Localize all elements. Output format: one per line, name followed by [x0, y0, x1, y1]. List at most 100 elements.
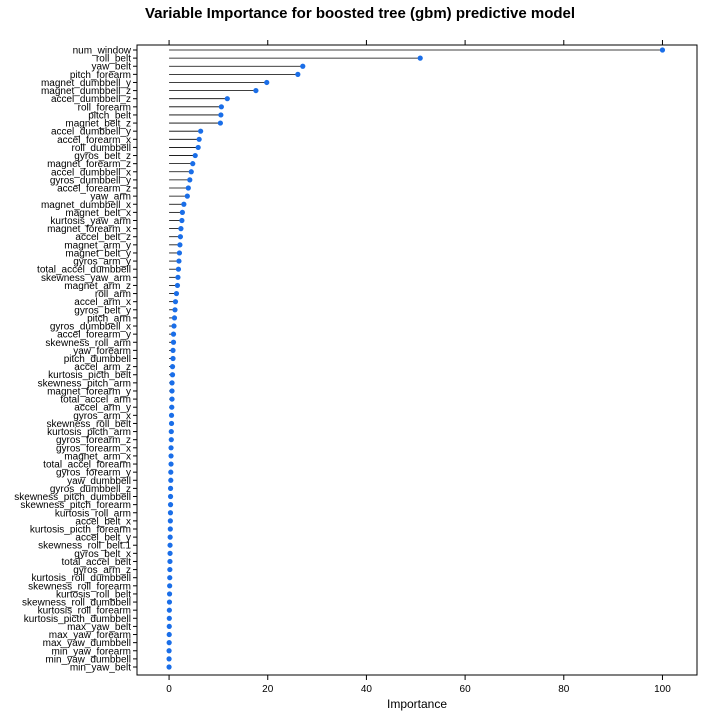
y-label-kurtosis_yaw_arm: kurtosis_yaw_arm: [50, 216, 131, 227]
y-label-magnet_forearm_z: magnet_forearm_z: [47, 159, 131, 170]
y-label-kurtosis_roll_belt: kurtosis_roll_belt: [56, 589, 131, 600]
y-label-accel_belt_x: accel_belt_x: [75, 516, 131, 527]
y-label-skewness_yaw_arm: skewness_yaw_arm: [41, 273, 131, 284]
point-accel_arm_x: [172, 299, 179, 305]
point-pitch_belt: [218, 112, 224, 118]
y-label-roll_forearm: roll_forearm: [78, 102, 131, 113]
y-label-skewness_pitch_forearm: skewness_pitch_forearm: [20, 500, 131, 511]
point-gyros_forearm_x: [168, 445, 174, 451]
x-axis-ticks: 0 20 40 60 80 100: [166, 40, 671, 695]
y-label-accel_arm_y: accel_arm_y: [74, 403, 131, 414]
point-roll_forearm: [218, 104, 224, 110]
y-label-accel_arm_x: accel_arm_x: [74, 297, 131, 308]
point-skewness_roll_arm: [170, 339, 177, 345]
point-accel_dumbbell_x: [188, 169, 194, 175]
point-accel_forearm_y: [170, 331, 177, 337]
point-kurtosis_roll_arm: [167, 510, 174, 516]
point-magnet_arm_y: [177, 242, 183, 248]
point-magnet_arm_x: [168, 453, 174, 459]
y-label-kurtosis_picth_dumbbell: kurtosis_picth_dumbbell: [24, 614, 131, 625]
y-label-skewness_pitch_dumbbell: skewness_pitch_dumbbell: [14, 492, 131, 503]
y-label-magnet_belt_x: magnet_belt_x: [65, 208, 131, 219]
y-label-roll_dumbbell: roll_dumbbell: [72, 143, 131, 154]
point-kurtosis_roll_forearm: [166, 607, 172, 613]
y-label-accel_belt_y: accel_belt_y: [75, 533, 131, 544]
y-label-accel_forearm_y: accel_forearm_y: [57, 330, 131, 341]
point-total_accel_belt: [167, 558, 173, 565]
y-label-gyros_arm_y: gyros_arm_y: [73, 257, 131, 268]
point-kurtosis_yaw_arm: [179, 217, 185, 224]
point-skewness_roll_forearm: [167, 583, 173, 589]
y-label-magnet_belt_y: magnet_belt_y: [65, 248, 131, 259]
y-label-accel_arm_z: accel_arm_z: [74, 362, 131, 373]
x-tick-label-20: 20: [262, 684, 274, 695]
point-total_accel_forearm: [168, 461, 174, 467]
point-gyros_forearm_y: [168, 469, 174, 475]
y-label-magnet_forearm_x: magnet_forearm_x: [47, 224, 131, 235]
point-magnet_dumbbell_y: [264, 79, 270, 86]
point-skewness_roll_belt.1: [167, 542, 173, 548]
x-tick-label-100: 100: [654, 684, 671, 695]
y-label-magnet_arm_x: magnet_arm_x: [64, 451, 131, 462]
y-label-skewness_roll_belt.1: skewness_roll_belt.1: [38, 541, 131, 552]
point-kurtosis_picth_forearm: [167, 526, 173, 532]
y-label-num_window: num_window: [73, 46, 132, 57]
point-max_yaw_belt: [166, 623, 172, 630]
point-min_yaw_forearm: [166, 648, 172, 654]
point-min_yaw_dumbbell: [166, 656, 172, 662]
point-gyros_belt_y: [172, 307, 178, 313]
point-magnet_dumbbell_z: [253, 87, 259, 94]
y-label-kurtosis_picth_forearm: kurtosis_picth_forearm: [30, 524, 131, 535]
point-accel_belt_y: [167, 534, 173, 540]
point-max_yaw_forearm: [166, 631, 172, 638]
y-label-gyros_arm_z: gyros_arm_z: [73, 565, 131, 576]
point-accel_arm_z: [169, 364, 176, 370]
y-label-min_yaw_forearm: min_yaw_forearm: [52, 646, 131, 657]
point-yaw_arm: [184, 193, 190, 199]
point-magnet_dumbbell_x: [181, 201, 187, 207]
point-skewness_pitch_arm: [169, 380, 175, 386]
point-yaw_dumbbell: [168, 477, 174, 483]
y-label-magnet_arm_z: magnet_arm_z: [64, 281, 131, 292]
y-label-max_yaw_forearm: max_yaw_forearm: [49, 630, 131, 641]
y-label-total_accel_dumbbell: total_accel_dumbbell: [37, 265, 131, 276]
point-roll_belt: [417, 55, 423, 61]
y-label-skewness_roll_belt: skewness_roll_belt: [47, 419, 132, 430]
y-label-gyros_forearm_z: gyros_forearm_z: [56, 435, 131, 446]
y-label-pitch_arm: pitch_arm: [87, 313, 131, 324]
y-label-max_yaw_belt: max_yaw_belt: [67, 622, 131, 633]
point-accel_dumbbell_z: [224, 96, 230, 102]
y-label-skewness_roll_arm: skewness_roll_arm: [45, 338, 131, 349]
point-skewness_roll_belt: [168, 420, 175, 427]
point-gyros_arm_y: [176, 258, 182, 264]
y-label-total_accel_belt: total_accel_belt: [62, 557, 132, 568]
y-label-gyros_belt_x: gyros_belt_x: [74, 549, 131, 560]
y-label-yaw_belt: yaw_belt: [92, 62, 132, 73]
y-label-magnet_arm_y: magnet_arm_y: [64, 240, 131, 251]
y-label-accel_dumbbell_x: accel_dumbbell_x: [51, 167, 131, 178]
y-label-accel_belt_z: accel_belt_z: [75, 232, 131, 243]
point-total_accel_arm: [169, 396, 175, 402]
y-label-skewness_pitch_arm: skewness_pitch_arm: [38, 378, 131, 389]
y-label-total_accel_arm: total_accel_arm: [60, 395, 131, 406]
point-min_yaw_belt: [166, 664, 172, 670]
y-label-gyros_dumbbell_z: gyros_dumbbell_z: [50, 484, 131, 495]
point-total_accel_dumbbell: [175, 266, 182, 272]
y-label-gyros_dumbbell_y: gyros_dumbbell_y: [50, 175, 131, 186]
point-num_window: [659, 47, 666, 53]
y-label-gyros_forearm_y: gyros_forearm_y: [56, 468, 131, 479]
point-skewness_yaw_arm: [175, 274, 181, 280]
point-pitch_dumbbell: [170, 355, 176, 362]
y-label-roll_arm: roll_arm: [95, 289, 131, 300]
plot-frame: [136, 44, 698, 676]
point-gyros_dumbbell_y: [187, 177, 193, 183]
y-label-magnet_dumbbell_z: magnet_dumbbell_z: [41, 86, 131, 97]
y-label-magnet_forearm_y: magnet_forearm_y: [47, 386, 131, 397]
point-magnet_arm_z: [174, 282, 181, 289]
point-accel_belt_z: [177, 234, 184, 240]
point-roll_arm: [173, 290, 180, 297]
point-magnet_forearm_y: [169, 388, 175, 394]
chart-title: Variable Importance for boosted tree (gb…: [145, 5, 575, 22]
point-accel_forearm_z: [185, 185, 191, 191]
